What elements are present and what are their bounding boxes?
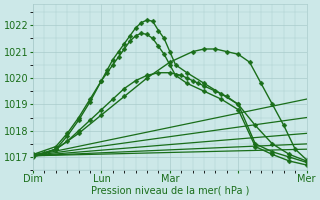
X-axis label: Pression niveau de la mer( hPa ): Pression niveau de la mer( hPa )	[91, 186, 249, 196]
